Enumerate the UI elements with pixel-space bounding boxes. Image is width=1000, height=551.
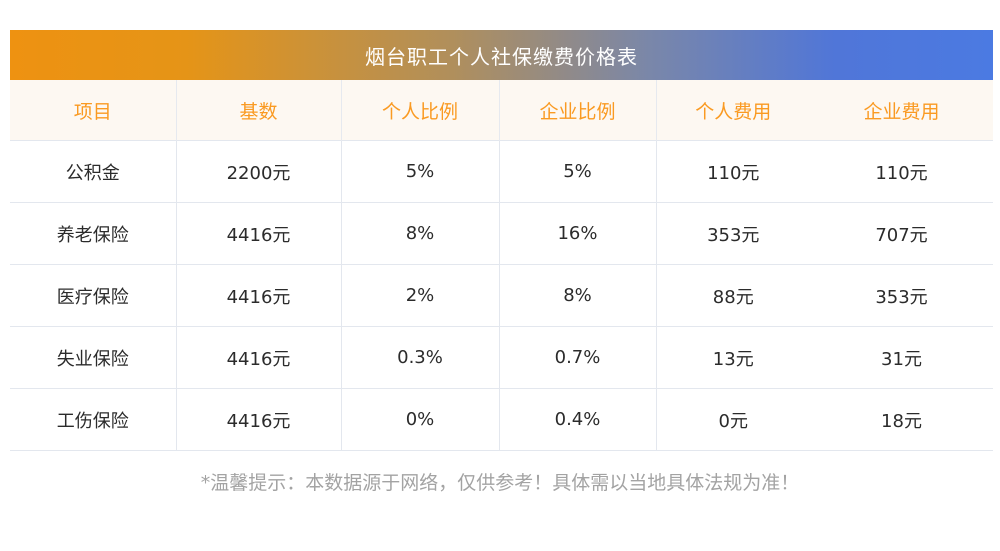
- cell-personal-ratio: 8%: [341, 202, 500, 265]
- cell-personal-fee: 353元: [656, 202, 810, 265]
- cell-item: 养老保险: [10, 202, 177, 265]
- cell-company-fee: 110元: [810, 140, 993, 203]
- cell-company-fee: 707元: [810, 202, 993, 265]
- column-header-base: 基数: [176, 80, 342, 141]
- footer-disclaimer: *温馨提示：本数据源于网络，仅供参考！具体需以当地具体法规为准！: [200, 472, 800, 494]
- cell-item: 医疗保险: [10, 264, 177, 327]
- column-header-personal-fee: 个人费用: [656, 80, 810, 141]
- cell-company-fee: 18元: [810, 388, 993, 451]
- cell-company-ratio: 0.7%: [499, 326, 657, 389]
- cell-personal-ratio: 0%: [341, 388, 500, 451]
- cell-base: 4416元: [176, 264, 342, 327]
- cell-item: 失业保险: [10, 326, 177, 389]
- cell-company-ratio: 5%: [499, 140, 657, 203]
- cell-base: 4416元: [176, 388, 342, 451]
- cell-personal-ratio: 5%: [341, 140, 500, 203]
- cell-base: 4416元: [176, 202, 342, 265]
- column-header-company-fee: 企业费用: [810, 80, 993, 141]
- table-row: 医疗保险 4416元 2% 8% 88元 353元: [10, 264, 993, 327]
- table-header-row: 项目 基数 个人比例 企业比例 个人费用 企业费用: [10, 80, 993, 141]
- cell-personal-fee: 110元: [656, 140, 810, 203]
- column-header-company-ratio: 企业比例: [499, 80, 657, 141]
- cell-company-ratio: 8%: [499, 264, 657, 327]
- cell-personal-ratio: 0.3%: [341, 326, 500, 389]
- cell-item: 工伤保险: [10, 388, 177, 451]
- table-row: 公积金 2200元 5% 5% 110元 110元: [10, 140, 993, 203]
- social-insurance-table: 项目 基数 个人比例 企业比例 个人费用 企业费用 公积金 2200元 5% 5…: [10, 80, 993, 451]
- page-title: 烟台职工个人社保缴费价格表: [365, 44, 638, 69]
- cell-personal-ratio: 2%: [341, 264, 500, 327]
- table-row: 工伤保险 4416元 0% 0.4% 0元 18元: [10, 388, 993, 451]
- cell-personal-fee: 13元: [656, 326, 810, 389]
- column-header-item: 项目: [10, 80, 177, 141]
- cell-company-fee: 353元: [810, 264, 993, 327]
- title-bar: 烟台职工个人社保缴费价格表: [10, 30, 993, 80]
- cell-company-ratio: 0.4%: [499, 388, 657, 451]
- cell-company-ratio: 16%: [499, 202, 657, 265]
- cell-base: 2200元: [176, 140, 342, 203]
- cell-item: 公积金: [10, 140, 177, 203]
- cell-personal-fee: 0元: [656, 388, 810, 451]
- table-row: 失业保险 4416元 0.3% 0.7% 13元 31元: [10, 326, 993, 389]
- cell-company-fee: 31元: [810, 326, 993, 389]
- cell-base: 4416元: [176, 326, 342, 389]
- cell-personal-fee: 88元: [656, 264, 810, 327]
- table-row: 养老保险 4416元 8% 16% 353元 707元: [10, 202, 993, 265]
- column-header-personal-ratio: 个人比例: [341, 80, 500, 141]
